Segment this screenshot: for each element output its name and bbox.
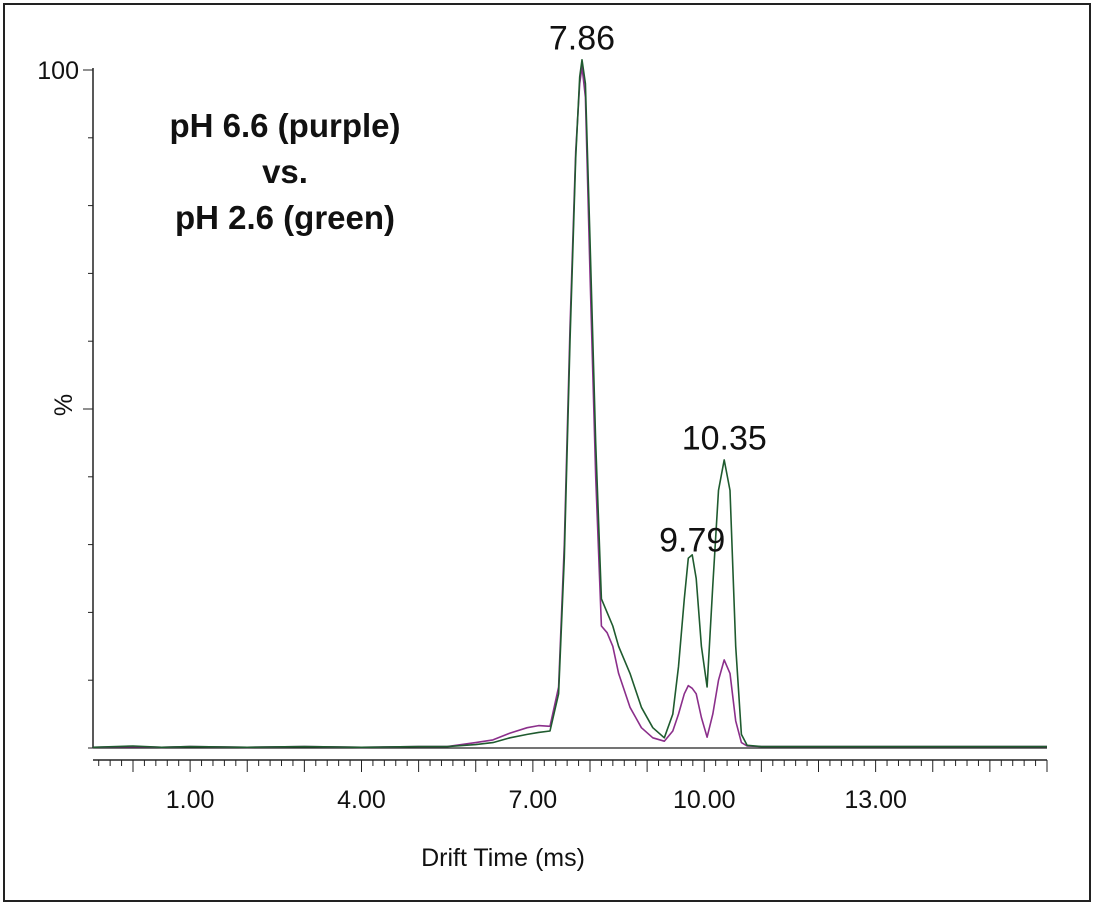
peak-label: 7.86 — [549, 20, 615, 58]
series-line-ph-2-6 — [92, 58, 1047, 749]
y-tick-label: 100 — [37, 57, 79, 85]
x-tick-label: 13.00 — [844, 786, 907, 814]
x-tick-label: 7.00 — [509, 786, 558, 814]
x-tick-label: 1.00 — [166, 786, 215, 814]
annotation-line-1: pH 6.6 (purple) — [169, 107, 401, 144]
peak-labels: 7.86 9.79 10.35 — [549, 20, 767, 560]
x-tick-label: 10.00 — [673, 786, 736, 814]
peak-label: 10.35 — [682, 420, 767, 458]
x-tick-label: 4.00 — [337, 786, 386, 814]
series-line-ph-6-6 — [92, 65, 1047, 749]
series-layer — [92, 58, 1047, 749]
x-axis-title: Drift Time (ms) — [421, 844, 585, 872]
annotation-line-3: pH 2.6 (green) — [174, 199, 396, 236]
annotation-line-2: vs. — [262, 153, 308, 190]
chart-frame — [3, 3, 1091, 902]
peak-label: 9.79 — [659, 521, 725, 559]
x-axis-ticks: 1.00 4.00 7.00 10.00 13.00 — [98, 760, 1048, 814]
y-axis-title: % — [50, 394, 78, 416]
y-axis-ticks: 100 — [37, 57, 93, 749]
